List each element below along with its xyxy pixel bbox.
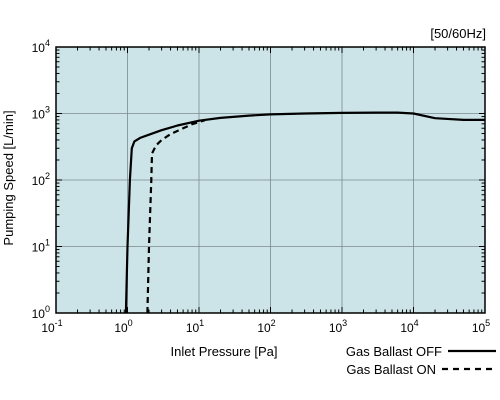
- y-tick-label: 101: [32, 238, 50, 255]
- axis-ticks: [55, 47, 485, 314]
- legend-label-ballast-off: Gas Ballast OFF: [346, 344, 442, 359]
- frequency-note: [50/60Hz]: [430, 26, 486, 41]
- x-tick-label: 105: [472, 318, 490, 335]
- x-tick-label: 104: [400, 318, 418, 335]
- y-axis-label: Pumping Speed [L/min]: [1, 110, 16, 245]
- series-lines: [124, 111, 485, 314]
- y-tick-label: 103: [32, 105, 50, 122]
- x-tick-label: 102: [257, 318, 275, 335]
- y-tick-label: 102: [32, 171, 50, 188]
- x-tick-label: 10-1: [41, 318, 62, 335]
- x-tick-label: 101: [186, 318, 204, 335]
- x-tick-label: 103: [329, 318, 347, 335]
- y-tick-label: 104: [32, 38, 50, 55]
- y-tick-label: 100: [32, 304, 50, 321]
- series-line-ballast-off: [124, 111, 485, 314]
- legend: Gas Ballast OFF Gas Ballast ON: [346, 344, 496, 377]
- y-tick-labels: 100 101 102 103 104: [32, 38, 50, 321]
- x-axis-label: Inlet Pressure [Pa]: [171, 344, 278, 359]
- legend-label-ballast-on: Gas Ballast ON: [346, 362, 436, 377]
- x-tick-label: 100: [114, 318, 132, 335]
- grid: [56, 47, 485, 313]
- x-tick-labels: 10-1 100 101 102 103 104 105: [41, 318, 490, 335]
- series-line-ballast-on: [146, 119, 206, 314]
